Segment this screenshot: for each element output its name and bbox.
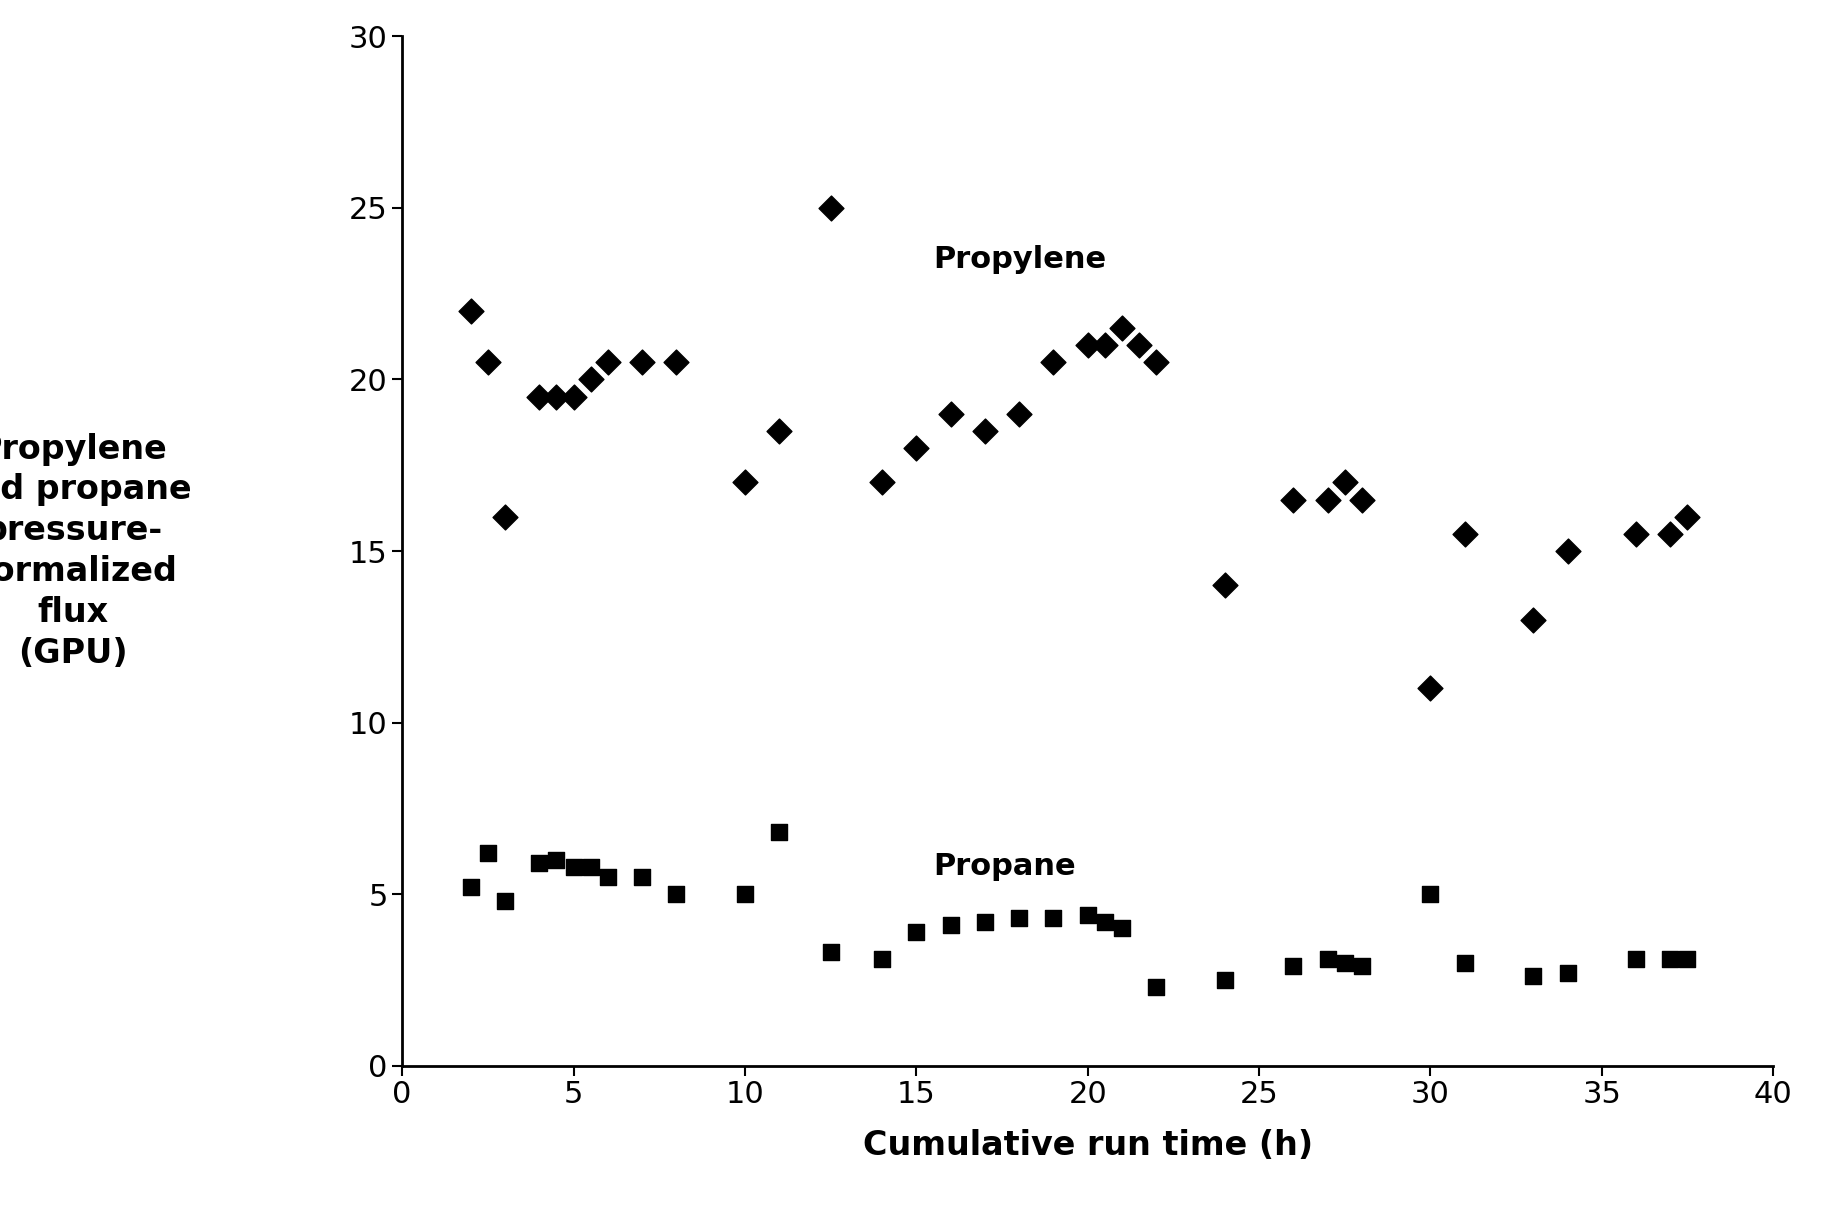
Point	[1073, 905, 1102, 924]
Point	[1210, 575, 1239, 595]
Point	[490, 507, 519, 527]
Point	[1450, 524, 1479, 544]
Point	[731, 884, 760, 903]
Point	[901, 923, 930, 942]
Text: Propylene
and propane
pressure-
normalized
flux
(GPU): Propylene and propane pressure- normaliz…	[0, 432, 192, 670]
Point	[1656, 524, 1685, 544]
Text: Propane: Propane	[934, 853, 1077, 882]
Point	[1519, 966, 1548, 986]
Point	[576, 369, 605, 389]
Point	[1331, 953, 1360, 972]
Point	[1278, 489, 1307, 509]
Point	[473, 352, 503, 372]
Point	[1278, 957, 1307, 976]
Point	[1313, 949, 1342, 969]
Point	[731, 472, 760, 492]
Point	[627, 352, 656, 372]
Point	[592, 867, 622, 886]
Point	[1073, 335, 1102, 355]
Point	[1450, 953, 1479, 972]
Point	[936, 916, 965, 935]
Point	[559, 388, 589, 407]
Point	[1038, 908, 1068, 928]
Point	[1141, 352, 1170, 372]
Point	[1552, 541, 1581, 561]
Point	[1331, 472, 1360, 492]
Point	[1415, 884, 1444, 903]
Point	[1108, 318, 1137, 338]
Point	[559, 857, 589, 877]
Point	[764, 822, 793, 842]
Point	[1621, 524, 1651, 544]
Point	[1313, 489, 1342, 509]
Point	[1621, 949, 1651, 969]
Point	[1347, 957, 1376, 976]
Point	[1210, 970, 1239, 989]
Point	[662, 352, 691, 372]
Point	[1415, 678, 1444, 698]
Point	[971, 912, 1000, 931]
Point	[971, 421, 1000, 441]
Point	[473, 843, 503, 862]
Point	[541, 388, 570, 407]
Point	[576, 857, 605, 877]
Point	[525, 388, 554, 407]
Point	[457, 878, 486, 897]
Point	[815, 199, 845, 218]
Point	[764, 421, 793, 441]
Point	[866, 949, 896, 969]
Text: Propylene: Propylene	[934, 245, 1106, 274]
Point	[866, 472, 896, 492]
Point	[490, 891, 519, 911]
Point	[1089, 912, 1119, 931]
Point	[1089, 335, 1119, 355]
Point	[457, 302, 486, 321]
Point	[541, 850, 570, 869]
Point	[1552, 964, 1581, 983]
X-axis label: Cumulative run time (h): Cumulative run time (h)	[863, 1129, 1313, 1161]
Point	[1004, 908, 1033, 928]
Point	[1141, 977, 1170, 997]
Point	[1124, 335, 1153, 355]
Point	[525, 854, 554, 873]
Point	[901, 438, 930, 458]
Point	[627, 867, 656, 886]
Point	[815, 942, 845, 962]
Point	[1004, 404, 1033, 424]
Point	[1656, 949, 1685, 969]
Point	[1673, 949, 1702, 969]
Point	[1519, 610, 1548, 630]
Point	[936, 404, 965, 424]
Point	[1347, 489, 1376, 509]
Point	[1673, 507, 1702, 527]
Point	[662, 884, 691, 903]
Point	[592, 352, 622, 372]
Point	[1108, 919, 1137, 939]
Point	[1038, 352, 1068, 372]
